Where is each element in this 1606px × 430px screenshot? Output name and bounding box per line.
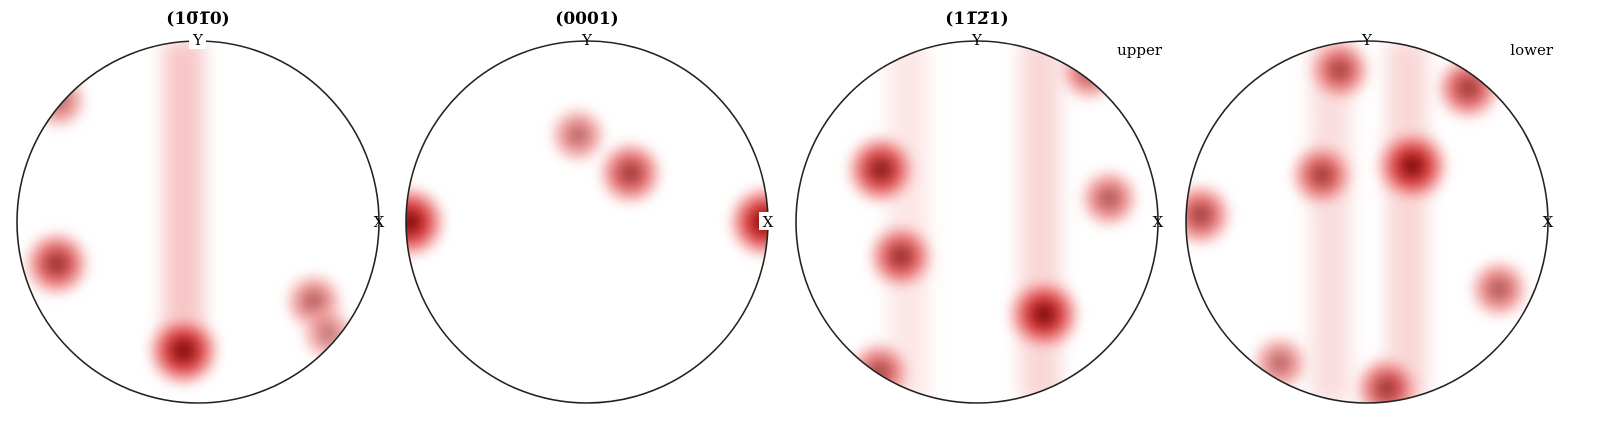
- density-peak: [1468, 257, 1531, 320]
- girdle-band: [888, 41, 929, 403]
- girdle-band: [1386, 41, 1427, 403]
- pole-figure-title: (0001): [555, 9, 618, 29]
- pole-figure-4: Y X lower: [1185, 31, 1554, 404]
- x-axis-label: X: [1153, 213, 1164, 231]
- y-axis-label: Y: [192, 31, 204, 49]
- density-peak: [1307, 41, 1373, 103]
- density-layer: [406, 105, 768, 260]
- density-layer: [1186, 41, 1531, 403]
- pole-figure-boundary: [405, 40, 769, 404]
- pole-figure-1: (10̅1̅0) Y X: [16, 9, 385, 404]
- density-peak: [145, 312, 222, 389]
- pole-figure-3: (11̅2̅1) Y X upper: [795, 9, 1164, 404]
- density-peak: [846, 339, 912, 403]
- y-axis-label: Y: [971, 31, 983, 49]
- density-peak: [406, 184, 448, 260]
- density-peak: [1058, 41, 1121, 103]
- y-axis-label: Y: [581, 31, 593, 49]
- hemisphere-label: lower: [1510, 41, 1554, 59]
- density-peak: [596, 139, 665, 207]
- density-layer: [844, 41, 1141, 403]
- x-axis-label: X: [374, 213, 385, 231]
- x-label-background: [759, 212, 776, 230]
- density-peak: [1288, 141, 1355, 209]
- pole-figure-title: (11̅2̅1): [945, 9, 1008, 29]
- density-peak: [866, 221, 936, 291]
- density-peak: [1186, 181, 1234, 248]
- density-peak: [1353, 354, 1421, 403]
- density-peak: [300, 306, 357, 363]
- density-peak: [29, 71, 89, 131]
- density-peak: [22, 229, 92, 299]
- pole-figure-title: (10̅1̅0): [166, 9, 229, 29]
- x-axis-label: X: [1543, 213, 1554, 231]
- density-layer: [22, 41, 357, 389]
- hemisphere-label: upper: [1117, 41, 1163, 59]
- girdle-band: [163, 41, 204, 331]
- x-axis-label: X: [763, 213, 774, 231]
- density-peak: [1005, 276, 1082, 353]
- density-peak: [1374, 127, 1451, 204]
- density-peak: [1434, 54, 1503, 122]
- pole-figure-boundary: [1185, 40, 1549, 404]
- y-axis-label: Y: [1361, 31, 1373, 49]
- pole-figure-2: (0001) Y X: [405, 9, 776, 404]
- pole-figure-boundary: [795, 40, 1159, 404]
- density-peak: [548, 105, 608, 165]
- y-label-background: [189, 32, 206, 49]
- density-peak: [1078, 167, 1141, 230]
- density-peak: [844, 132, 918, 207]
- density-peak: [1250, 333, 1310, 393]
